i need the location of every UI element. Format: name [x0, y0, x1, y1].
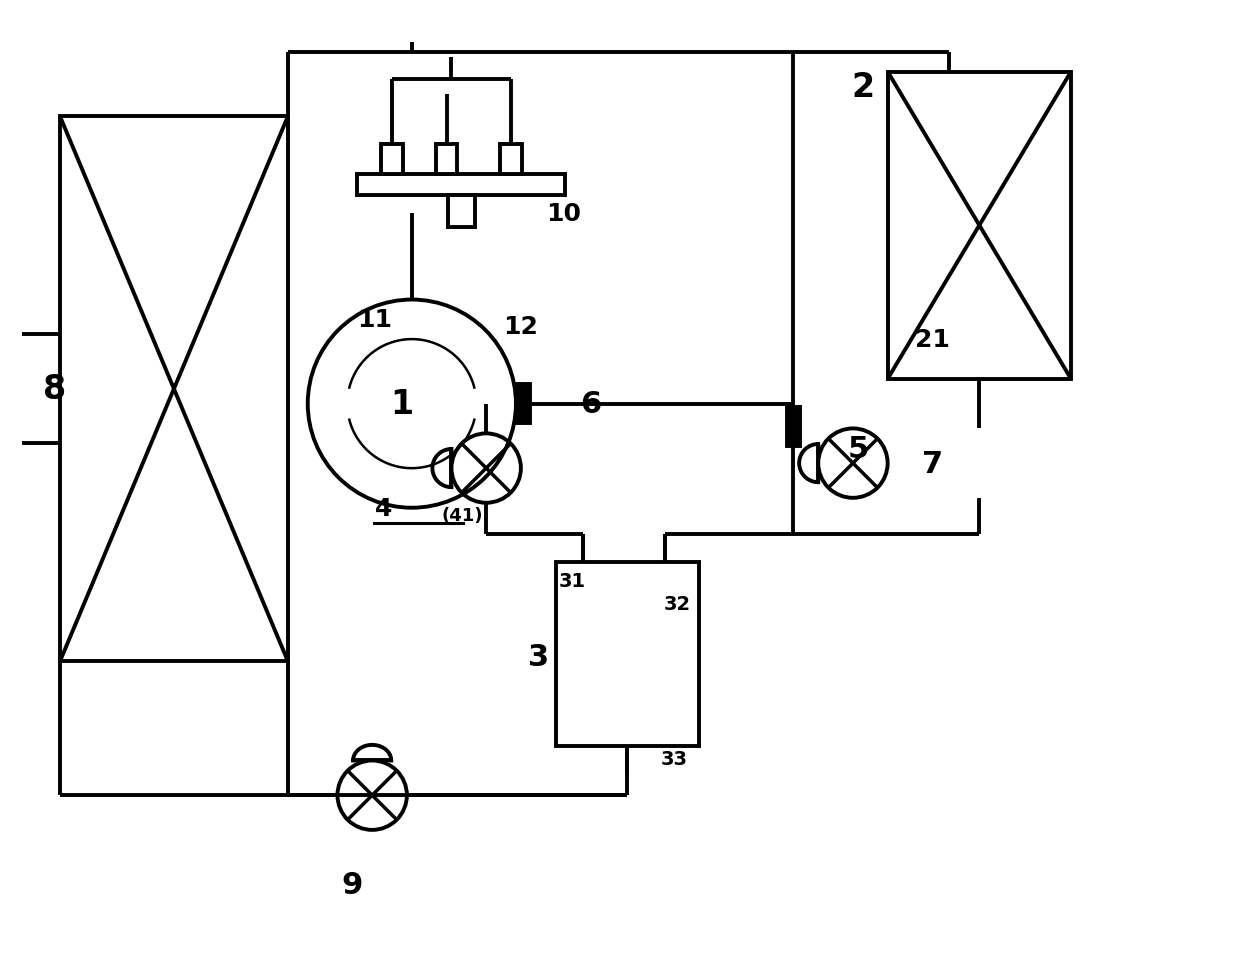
Text: 21: 21 [914, 328, 949, 352]
Text: 2: 2 [851, 71, 875, 104]
Text: 1: 1 [390, 388, 414, 420]
Text: 32: 32 [664, 595, 691, 614]
Text: 8: 8 [43, 373, 67, 406]
Bar [357, 174, 565, 196]
Text: 6: 6 [580, 390, 601, 418]
Bar [515, 384, 530, 424]
Bar [501, 145, 522, 174]
Text: 4: 4 [374, 497, 392, 520]
Text: 33: 33 [662, 749, 688, 768]
Text: 11: 11 [357, 308, 392, 332]
Text: 12: 12 [503, 315, 538, 339]
Bar [59, 117, 287, 661]
Bar [436, 145, 457, 174]
Text: 31: 31 [559, 571, 586, 590]
Text: 10: 10 [545, 202, 581, 226]
Bar [555, 562, 699, 746]
Bar [447, 196, 476, 228]
Text: 5: 5 [847, 435, 869, 463]
Text: 3: 3 [528, 642, 549, 671]
Text: 7: 7 [922, 449, 943, 478]
Bar [887, 72, 1070, 379]
Text: (41): (41) [441, 506, 483, 524]
Bar [787, 407, 800, 447]
Text: 9: 9 [342, 870, 363, 899]
Bar [382, 145, 403, 174]
